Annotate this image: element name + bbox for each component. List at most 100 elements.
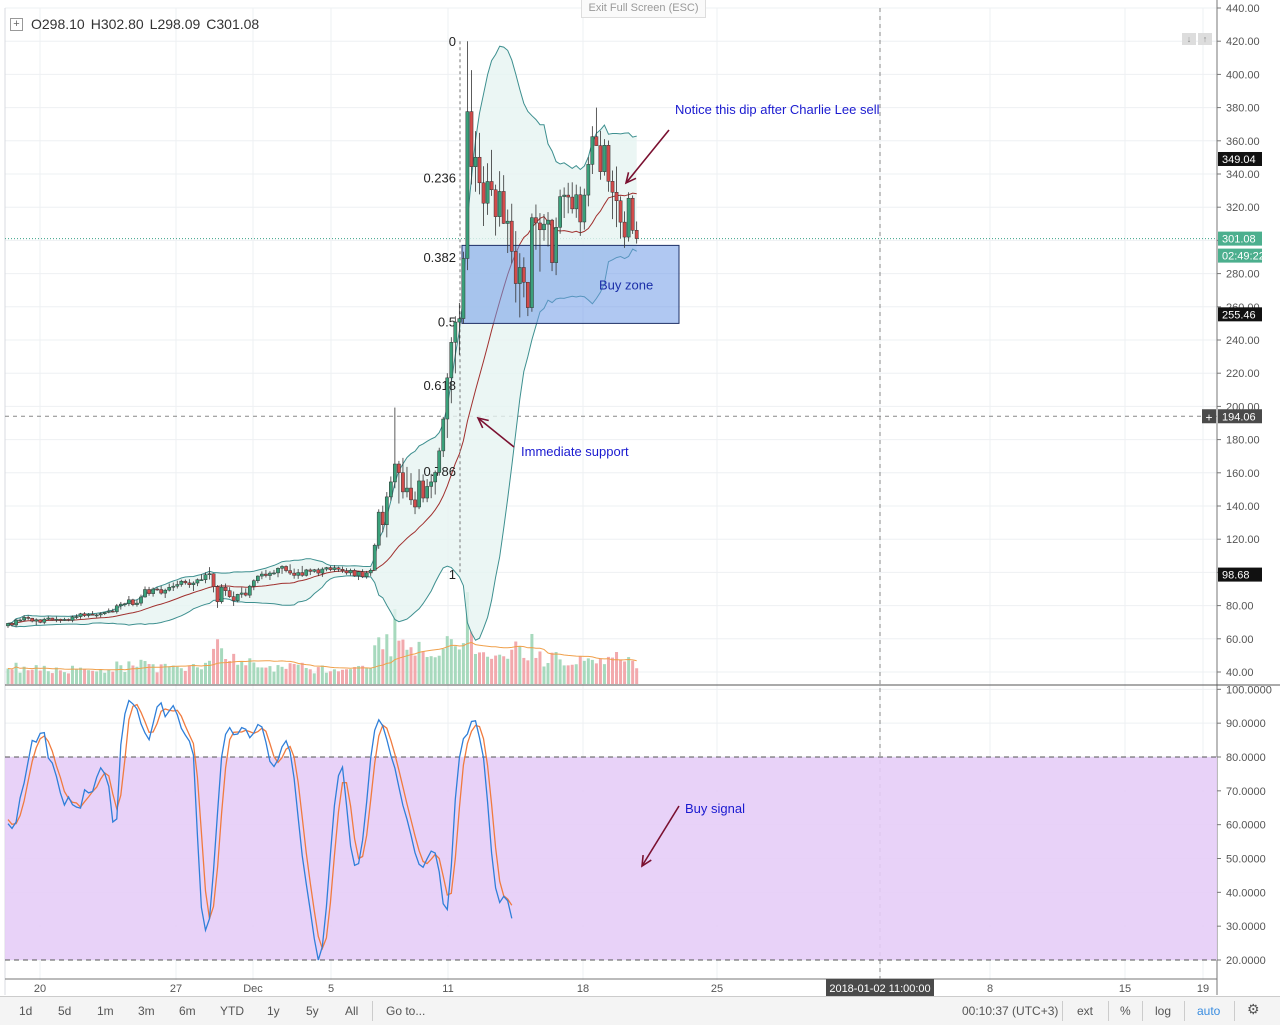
candle-body [630, 197, 635, 231]
candle-body [151, 588, 155, 594]
candle-body [10, 623, 14, 626]
candle-body [223, 586, 228, 591]
volume-bar [308, 669, 312, 684]
exit-fullscreen-button[interactable]: Exit Full Screen (ESC) [581, 0, 706, 18]
annotation-charlie-lee: Notice this dip after Charlie Lee sell [675, 102, 880, 117]
volume-bar [566, 665, 570, 684]
bollinger-bands [7, 45, 637, 641]
range-ytd-button[interactable]: YTD [220, 1004, 244, 1018]
volume-bar [292, 663, 296, 684]
volume-bar [14, 662, 18, 684]
candle-body [542, 223, 546, 231]
volume-bar [328, 671, 332, 684]
candle-body [352, 570, 357, 577]
candle-body [614, 192, 619, 201]
range-1y-button[interactable]: 1y [267, 1004, 280, 1018]
scroll-up-icon[interactable]: ↑ [1198, 33, 1212, 45]
clock-readout[interactable]: 00:10:37 (UTC+3) [962, 1004, 1059, 1018]
candle-body [38, 619, 43, 623]
range-all-button[interactable]: All [345, 1004, 359, 1018]
volume-bar [70, 665, 74, 684]
volume-bar [79, 667, 83, 684]
range-6m-button[interactable]: 6m [179, 1004, 196, 1018]
volume-bar [441, 648, 445, 684]
volume-bar [478, 652, 482, 684]
ext-toggle[interactable]: ext [1077, 1004, 1094, 1018]
y-tick-label: 220.00 [1226, 368, 1260, 380]
x-tick-label: 8 [987, 983, 993, 995]
gear-icon[interactable]: ⚙ [1247, 1001, 1260, 1017]
toolbar-divider [1108, 1001, 1109, 1021]
annotation-immediate-support: Immediate support [521, 444, 629, 459]
volume-bar [228, 660, 232, 684]
candle-body [276, 568, 280, 574]
y-tick-label: 40.00 [1226, 667, 1254, 679]
volume-bar [570, 664, 574, 684]
volume-bar [195, 667, 199, 684]
volume-bar [401, 639, 405, 684]
candle-body [606, 145, 611, 182]
candle-body [360, 571, 365, 577]
scroll-down-icon[interactable]: ↓ [1182, 33, 1196, 45]
volume-bar [191, 664, 195, 684]
volume-bar [538, 651, 542, 684]
volume-bar [510, 649, 514, 684]
candle-body [368, 569, 373, 574]
plus-box-icon[interactable]: + [10, 17, 23, 31]
candle-body [429, 481, 433, 487]
candle-body [18, 619, 22, 622]
volume-bar [558, 659, 562, 684]
log-toggle[interactable]: log [1155, 1004, 1172, 1018]
candle-body [550, 219, 554, 263]
price-axis-label-box [1218, 231, 1262, 246]
range-1m-button[interactable]: 1m [97, 1004, 114, 1018]
arrow-immediate-support-head [476, 416, 489, 429]
candle-body [344, 570, 349, 574]
range-3m-button[interactable]: 3m [138, 1004, 155, 1018]
candle-body [110, 610, 115, 613]
candle-body [602, 145, 607, 172]
volume-bar [349, 669, 353, 684]
candle-body [268, 572, 272, 576]
volume-bar [256, 667, 260, 684]
price-axis-label-box [1218, 248, 1262, 263]
price-axis-label: 02:49:22 [1222, 251, 1265, 263]
range-5y-button[interactable]: 5y [306, 1004, 319, 1018]
volume-bar [143, 661, 147, 684]
candle-body [292, 572, 296, 576]
osc-tick-label: 30.0000 [1226, 921, 1266, 933]
candle-body [393, 463, 397, 483]
osc-tick-label: 60.0000 [1226, 820, 1266, 832]
candle-body [380, 511, 385, 526]
candle-body [66, 619, 71, 621]
volume-bar [405, 649, 409, 684]
volume-bar [248, 658, 252, 684]
goto-button[interactable]: Go to... [386, 1004, 426, 1018]
candle-body [6, 623, 10, 627]
candle-body [336, 567, 341, 570]
candle-body [175, 584, 180, 587]
candle-body [578, 194, 583, 223]
volume-bar [578, 656, 582, 684]
volume-bar [377, 637, 381, 684]
candle-body [131, 599, 135, 605]
candle-body [618, 200, 623, 223]
osc-tick-label: 20.0000 [1226, 955, 1266, 967]
arrow-buy-signal-head [641, 854, 652, 868]
range-5d-button[interactable]: 5d [58, 1004, 72, 1018]
candle-body [364, 572, 369, 577]
candle-body [449, 342, 454, 379]
volume-bar [139, 659, 143, 684]
percent-toggle[interactable]: % [1120, 1004, 1131, 1018]
volume-bar [66, 673, 70, 684]
volume-bar [175, 666, 179, 684]
auto-toggle[interactable]: auto [1197, 1004, 1221, 1018]
candle-body [78, 613, 83, 617]
y-tick-label: 380.00 [1226, 103, 1260, 115]
high-value: H302.80 [90, 16, 144, 32]
candle-body [256, 575, 260, 581]
volume-bar [514, 641, 518, 684]
range-1d-button[interactable]: 1d [19, 1004, 33, 1018]
volume-bar [409, 647, 413, 684]
